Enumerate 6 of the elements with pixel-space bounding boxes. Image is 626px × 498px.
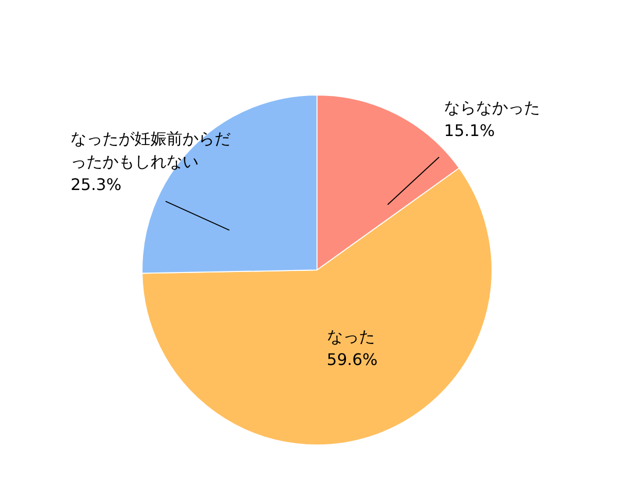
slice-label: ならなかった: [444, 97, 540, 120]
slice-label: なったが妊娠前からだったかもしれない: [70, 128, 231, 174]
data-label: 15.1%: [444, 120, 496, 142]
data-label: 25.3%: [70, 174, 122, 196]
slice-label: なった: [326, 326, 376, 348]
data-label: 59.6%: [326, 348, 378, 371]
